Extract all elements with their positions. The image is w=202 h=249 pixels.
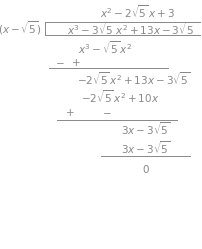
Text: $-2\sqrt{5}\,x^2+13x-3\sqrt{5}$: $-2\sqrt{5}\,x^2+13x-3\sqrt{5}$ [77,71,190,87]
Text: $-2\sqrt{5}\,x^2+10x$: $-2\sqrt{5}\,x^2+10x$ [80,89,158,105]
Text: $-$: $-$ [55,58,64,67]
Text: $3x-3\sqrt{5}$: $3x-3\sqrt{5}$ [121,140,170,156]
Text: $x^3-3\sqrt{5}\,x^2+13x-3\sqrt{5}$: $x^3-3\sqrt{5}\,x^2+13x-3\sqrt{5}$ [67,20,196,37]
Text: $x^3-\sqrt{5}\,x^2$: $x^3-\sqrt{5}\,x^2$ [78,39,132,56]
Text: $0$: $0$ [142,163,149,175]
Text: $+$: $+$ [71,57,81,68]
Text: $3x-3\sqrt{5}$: $3x-3\sqrt{5}$ [121,121,170,137]
Text: $x^2-2\sqrt{5}\,x+3$: $x^2-2\sqrt{5}\,x+3$ [100,3,175,19]
Text: $(x-\sqrt{5})$: $(x-\sqrt{5})$ [0,20,42,37]
Text: $-$: $-$ [101,108,111,117]
Text: $+$: $+$ [65,107,75,118]
